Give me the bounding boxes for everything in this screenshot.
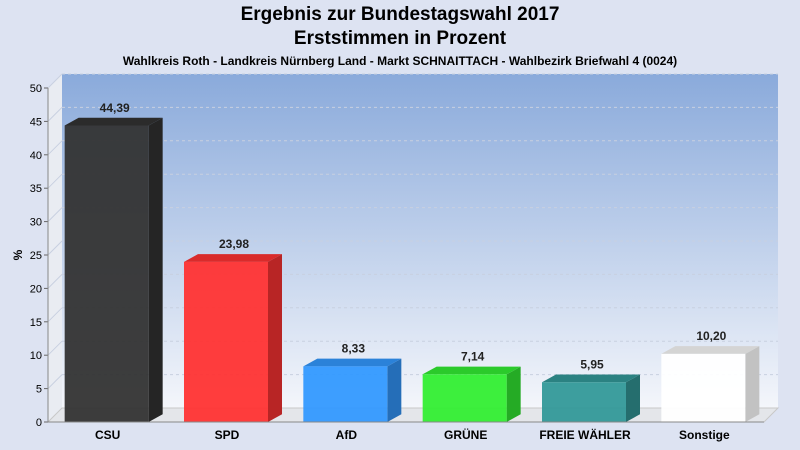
y-tick-label: 30 (30, 217, 42, 229)
y-axis-label: % (11, 249, 25, 260)
bar-top (661, 346, 760, 354)
bar (64, 125, 149, 423)
x-tick-label: CSU (95, 428, 120, 442)
bar (303, 366, 388, 422)
x-tick-label: SPD (215, 428, 240, 442)
bar (542, 382, 626, 422)
data-label: 44,39 (100, 101, 130, 115)
gridline-diag (47, 307, 63, 323)
gridline-diag (47, 274, 63, 289)
bar-top (422, 366, 521, 375)
y-tick-label: 5 (36, 384, 42, 396)
bar-top (184, 254, 282, 262)
chart-title-line2: Erststimmen in Prozent (293, 28, 507, 49)
data-label: 5,95 (580, 358, 604, 372)
x-tick-label: Sonstige (679, 428, 730, 442)
gridline-diag (47, 207, 63, 222)
axes: 0 5 10 15 20 25 30 35 40 45 50% CSU SPD AfD GRÜNE FREIE… (11, 83, 764, 442)
y-tick-label: 20 (30, 283, 42, 295)
bar-side (387, 358, 402, 422)
gridline-diag (47, 340, 63, 356)
y-tick-label: 45 (30, 116, 42, 128)
y-tick-label: 0 (36, 417, 42, 429)
bar-side (626, 374, 640, 422)
y-tick-label: 50 (30, 83, 42, 95)
x-tick-label: FREIE WÄHLER (539, 427, 631, 442)
bar-top (542, 374, 640, 383)
bar-group: 8,33 (303, 342, 402, 422)
bar-side (745, 346, 760, 422)
bar-group: 5,95 (542, 358, 640, 422)
y-tick-label: 35 (30, 183, 42, 195)
bar-group: 23,98 (184, 237, 282, 422)
bar-top (64, 117, 163, 126)
bar-group: 10,20 (661, 329, 760, 422)
y-tick-label: 40 (30, 150, 42, 162)
bars: 44,39 23,98 8,33 7,14 5,95 10,20 (64, 101, 760, 423)
gridline-diag (47, 374, 63, 389)
chart-title: Ergebnis zur Bundestagswahl 2017 (240, 4, 560, 25)
bar-top (303, 358, 402, 367)
x-tick-label: AfD (336, 428, 358, 442)
y-tick-label: 15 (30, 317, 42, 329)
bar-side (148, 117, 163, 422)
bar-group: 7,14 (422, 350, 521, 422)
chart-subtitle: Wahlkreis Roth - Landkreis Nürnberg Land… (122, 54, 678, 68)
gridline-diag (47, 140, 63, 156)
bar-group: 44,39 (64, 101, 163, 423)
data-label: 23,98 (219, 237, 249, 251)
data-label: 8,33 (342, 342, 366, 356)
y-tick-label: 10 (30, 350, 42, 362)
data-label: 10,20 (696, 329, 726, 343)
bar-side (268, 254, 282, 422)
data-label: 7,14 (461, 350, 485, 364)
x-tick-label: GRÜNE (444, 427, 487, 442)
bar-side (506, 366, 521, 422)
gridlines (47, 73, 778, 389)
bar (184, 261, 268, 422)
gridline-diag (47, 240, 63, 256)
gridline-diag (47, 173, 63, 189)
bar (422, 374, 507, 422)
bar (661, 353, 746, 422)
y-tick-label: 25 (30, 250, 42, 262)
gridline-diag (47, 73, 63, 89)
gridline-diag (47, 107, 63, 122)
